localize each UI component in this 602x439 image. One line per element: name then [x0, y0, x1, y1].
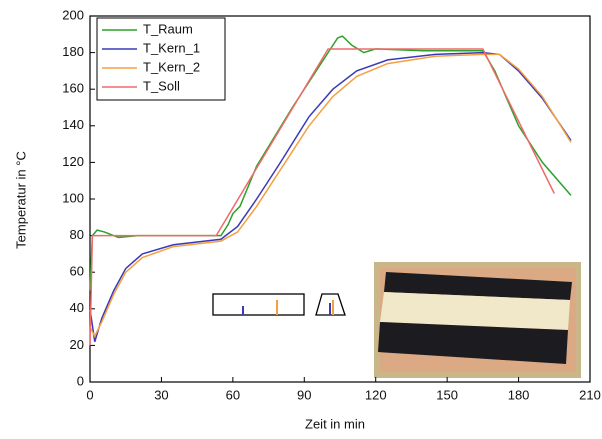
series-line — [89, 48, 555, 346]
legend-label: T_Soll — [143, 78, 180, 93]
y-tick-label: 60 — [70, 264, 84, 279]
legend-label: T_Kern_2 — [143, 59, 200, 74]
y-tick-label: 100 — [62, 190, 84, 205]
x-tick-label: 210 — [579, 387, 601, 402]
y-tick-label: 20 — [70, 337, 84, 352]
y-tick-label: 180 — [62, 44, 84, 59]
y-tick-label: 80 — [70, 227, 84, 242]
y-tick-label: 40 — [70, 300, 84, 315]
x-tick-label: 90 — [297, 387, 311, 402]
x-tick-label: 120 — [365, 387, 387, 402]
schematic — [212, 293, 346, 316]
x-tick-label: 0 — [86, 387, 93, 402]
y-tick-label: 140 — [62, 117, 84, 132]
y-tick-label: 0 — [77, 373, 84, 388]
y-tick-label: 200 — [62, 7, 84, 22]
inset-photo — [374, 262, 581, 378]
series-line — [89, 53, 572, 338]
y-tick-label: 120 — [62, 154, 84, 169]
x-tick-label: 180 — [508, 387, 530, 402]
legend-label: T_Kern_1 — [143, 40, 200, 55]
x-axis-label: Zeit in min — [305, 416, 365, 431]
legend-box — [96, 17, 226, 101]
x-tick-label: 30 — [154, 387, 168, 402]
x-tick-label: 150 — [436, 387, 458, 402]
legend-label: T_Raum — [143, 21, 193, 36]
x-tick-label: 60 — [226, 387, 240, 402]
y-tick-label: 160 — [62, 81, 84, 96]
y-axis-label: Temperatur in °C — [13, 151, 28, 249]
